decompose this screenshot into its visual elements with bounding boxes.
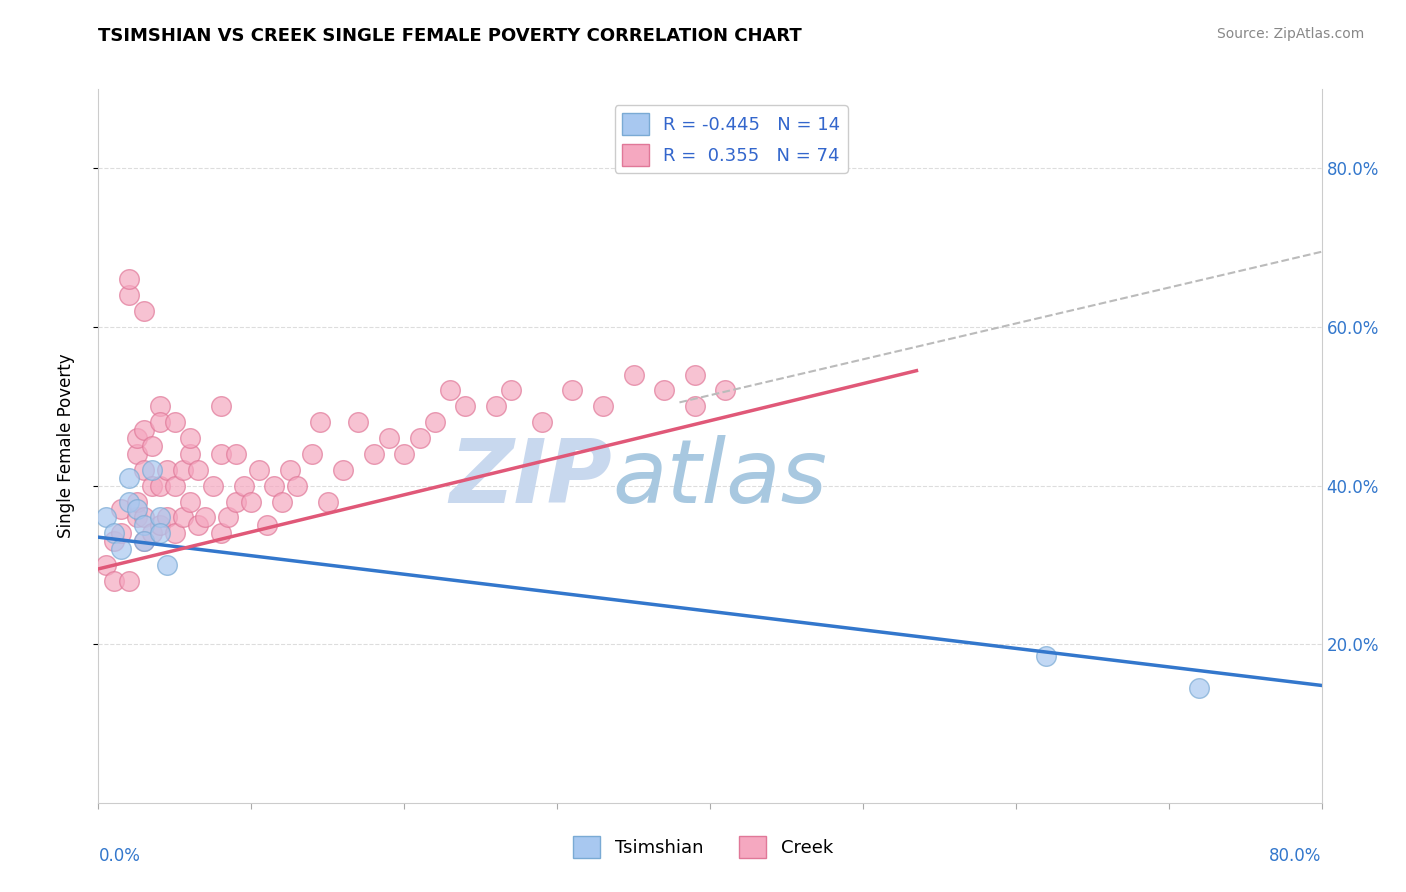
Text: TSIMSHIAN VS CREEK SINGLE FEMALE POVERTY CORRELATION CHART: TSIMSHIAN VS CREEK SINGLE FEMALE POVERTY… (98, 27, 803, 45)
Point (623, 368, 645, 382)
Point (110, 526, 132, 541)
Point (179, 494, 201, 508)
Point (240, 494, 263, 508)
Point (187, 518, 209, 533)
Point (134, 423, 156, 437)
Point (156, 510, 179, 524)
Point (118, 288, 141, 302)
Point (172, 463, 194, 477)
Point (134, 463, 156, 477)
Point (439, 384, 461, 398)
Point (209, 526, 232, 541)
Point (110, 502, 132, 516)
Point (1035, 649, 1057, 664)
Text: 0.0%: 0.0% (98, 847, 141, 865)
Point (141, 478, 163, 492)
Point (309, 415, 332, 429)
Y-axis label: Single Female Poverty: Single Female Poverty (56, 354, 75, 538)
Point (683, 400, 706, 414)
Point (103, 526, 125, 541)
Point (1188, 681, 1211, 695)
Text: atlas: atlas (612, 435, 827, 521)
Point (94, 510, 117, 524)
Text: 80.0%: 80.0% (1270, 847, 1322, 865)
Point (202, 478, 225, 492)
Point (225, 494, 247, 508)
Point (141, 463, 163, 477)
Point (247, 463, 270, 477)
Point (194, 510, 217, 524)
Point (332, 463, 354, 477)
Point (592, 400, 614, 414)
Point (179, 447, 201, 461)
Point (301, 447, 323, 461)
Point (149, 510, 172, 524)
Point (149, 415, 172, 429)
Point (501, 384, 523, 398)
Point (156, 463, 179, 477)
Point (392, 447, 416, 461)
Text: ZIP: ZIP (450, 434, 612, 522)
Point (179, 431, 201, 445)
Point (134, 518, 156, 533)
Point (156, 558, 179, 572)
Point (103, 574, 125, 588)
Point (256, 518, 278, 533)
Point (217, 510, 239, 524)
Point (94, 558, 117, 572)
Point (149, 400, 172, 414)
Point (316, 494, 339, 508)
Point (163, 478, 186, 492)
Point (134, 534, 156, 549)
Point (408, 431, 430, 445)
Point (149, 518, 172, 533)
Point (141, 439, 163, 453)
Point (125, 431, 148, 445)
Point (652, 384, 675, 398)
Point (134, 510, 156, 524)
Point (103, 534, 125, 549)
Point (683, 368, 706, 382)
Point (485, 400, 508, 414)
Point (125, 494, 148, 508)
Point (263, 478, 285, 492)
Point (118, 574, 141, 588)
Point (125, 510, 148, 524)
Point (232, 478, 254, 492)
Text: Source: ZipAtlas.com: Source: ZipAtlas.com (1216, 27, 1364, 41)
Point (149, 478, 172, 492)
Point (423, 415, 446, 429)
Point (141, 526, 163, 541)
Point (209, 400, 232, 414)
Legend: R = -0.445   N = 14, R =  0.355   N = 74: R = -0.445 N = 14, R = 0.355 N = 74 (614, 105, 848, 173)
Point (118, 471, 141, 485)
Point (163, 526, 186, 541)
Point (118, 272, 141, 286)
Point (270, 494, 292, 508)
Point (134, 534, 156, 549)
Point (134, 304, 156, 318)
Point (125, 447, 148, 461)
Point (714, 384, 737, 398)
Point (149, 526, 172, 541)
Legend: Tsimshian, Creek: Tsimshian, Creek (565, 829, 841, 865)
Point (530, 415, 553, 429)
Point (378, 431, 401, 445)
Point (225, 447, 247, 461)
Point (347, 415, 370, 429)
Point (187, 463, 209, 477)
Point (172, 510, 194, 524)
Point (118, 494, 141, 508)
Point (454, 400, 477, 414)
Point (561, 384, 583, 398)
Point (363, 447, 385, 461)
Point (110, 542, 132, 557)
Point (285, 478, 308, 492)
Point (209, 447, 232, 461)
Point (125, 502, 148, 516)
Point (163, 415, 186, 429)
Point (278, 463, 301, 477)
